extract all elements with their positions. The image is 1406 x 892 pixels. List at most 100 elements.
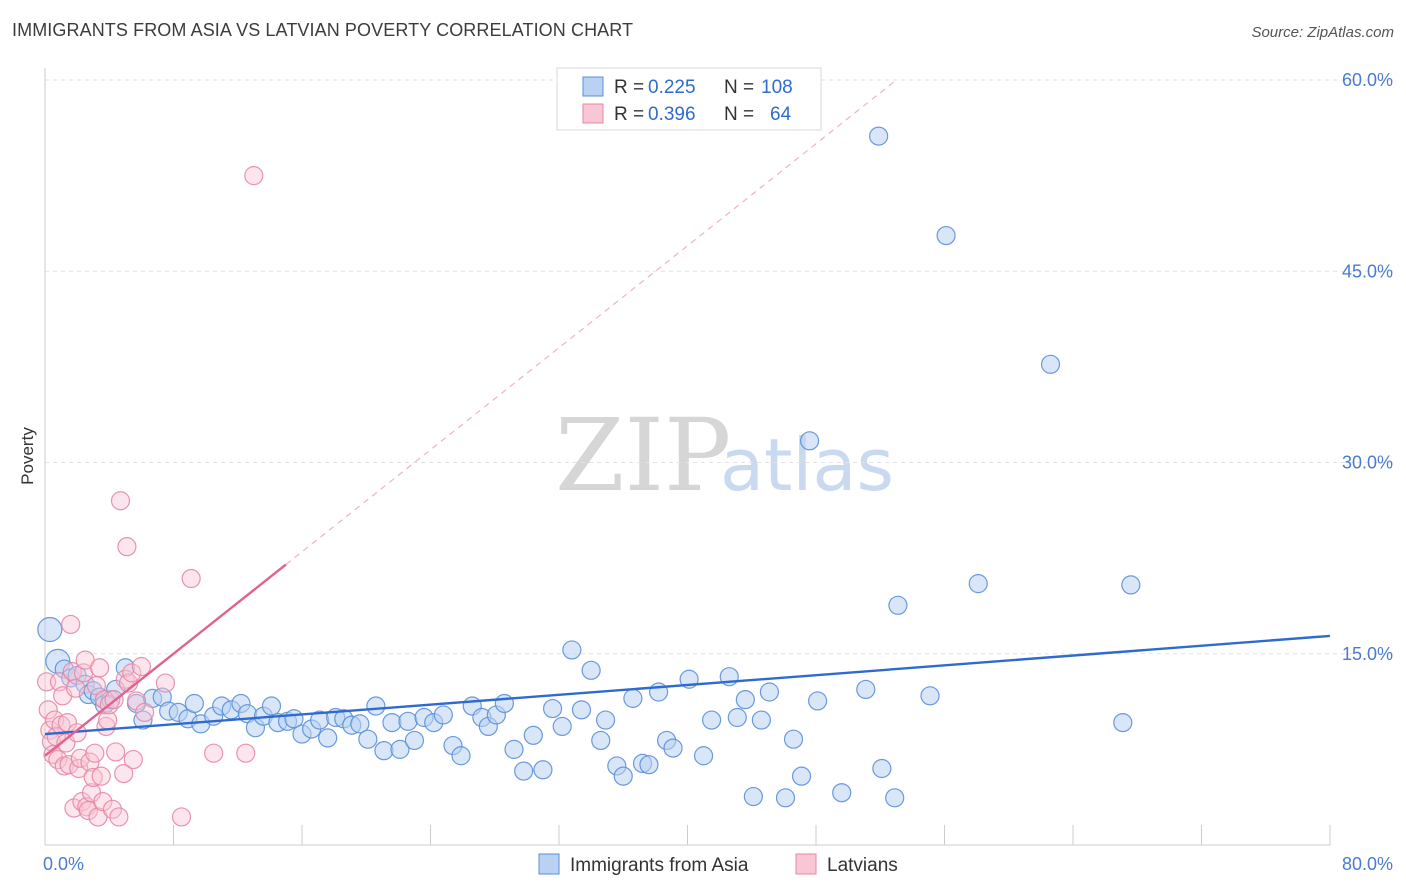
point-0-100 — [1040, 354, 1061, 374]
point-0-96 — [888, 595, 908, 615]
point-1-30 — [85, 743, 105, 763]
point-0-50 — [433, 705, 453, 725]
legend-n-label-asia: N = — [724, 77, 754, 98]
legend-n-label-latvians: N = — [724, 104, 754, 125]
axes — [44, 68, 1331, 846]
point-1-34 — [91, 766, 111, 786]
legend-swatch-asia — [582, 76, 604, 97]
point-1-29 — [83, 767, 103, 788]
point-0-83 — [743, 786, 763, 807]
point-0-79 — [701, 710, 722, 730]
point-1-59 — [244, 166, 264, 186]
point-1-55 — [171, 807, 192, 827]
watermark-zip: ZIP — [555, 397, 731, 514]
point-0-52 — [451, 746, 471, 766]
source-label: Source: ZipAtlas.com — [1251, 24, 1394, 41]
legend-swatch-latvians — [582, 103, 604, 124]
point-0-88 — [791, 766, 812, 786]
chart-title: IMMIGRANTS FROM ASIA VS LATVIAN POVERTY … — [12, 20, 634, 40]
point-0-0 — [37, 616, 63, 643]
point-1-50 — [123, 749, 143, 770]
point-1-47 — [117, 537, 137, 557]
trend-extension-1 — [285, 79, 897, 565]
watermark: ZIP atlas — [555, 397, 894, 514]
point-0-65 — [571, 700, 592, 720]
point-0-59 — [514, 761, 534, 781]
point-1-43 — [109, 807, 129, 827]
point-0-82 — [735, 690, 755, 710]
point-1-53 — [134, 702, 155, 723]
bottom-legend-label-latvians: Latvians — [827, 855, 898, 876]
point-1-52 — [131, 656, 151, 677]
point-0-63 — [552, 716, 572, 737]
point-0-70 — [613, 766, 633, 786]
point-1-49 — [122, 663, 142, 683]
point-0-46 — [398, 711, 418, 731]
point-1-45 — [114, 763, 134, 784]
series-layer — [37, 126, 1141, 827]
legend-r-label-latvians: R = — [614, 104, 644, 125]
point-0-45 — [390, 739, 410, 759]
bottom-legend-label-asia: Immigrants from Asia — [570, 855, 749, 876]
point-1-15 — [61, 614, 81, 635]
point-0-60 — [523, 725, 543, 745]
point-1-57 — [204, 743, 224, 763]
bottom-legend-swatch-latvians — [795, 853, 817, 875]
point-0-92 — [856, 679, 876, 700]
point-1-35 — [93, 792, 113, 812]
series-0 — [37, 126, 1141, 808]
point-0-78 — [693, 746, 714, 766]
point-1-33 — [90, 658, 110, 678]
point-0-94 — [872, 758, 892, 779]
point-0-93 — [869, 126, 889, 146]
point-0-81 — [727, 707, 747, 728]
point-0-47 — [404, 730, 425, 751]
point-0-42 — [366, 696, 386, 716]
legend-r-value-latvians: 0.396 — [648, 104, 696, 125]
point-0-40 — [350, 714, 370, 734]
point-0-64 — [562, 640, 582, 660]
y-tick-label-3: 60.0% — [1342, 70, 1393, 90]
legend-r-value-asia: 0.225 — [648, 77, 696, 98]
point-0-73 — [639, 755, 659, 775]
legend-n-value-latvians: 64 — [770, 104, 792, 125]
point-1-20 — [69, 758, 89, 779]
point-0-99 — [968, 574, 988, 594]
point-1-1 — [38, 700, 58, 720]
point-0-12 — [115, 658, 135, 678]
point-0-89 — [799, 431, 820, 451]
point-0-61 — [533, 760, 553, 780]
bottom-legend: Immigrants from Asia Latvians — [538, 853, 898, 876]
point-0-86 — [775, 788, 796, 808]
tick-labels: 15.0% 30.0% 45.0% 60.0% 0.0% 80.0% — [43, 70, 1393, 874]
point-1-40 — [102, 799, 123, 819]
point-0-85 — [759, 682, 780, 702]
gridlines — [45, 79, 1395, 655]
point-0-87 — [783, 729, 804, 749]
point-1-44 — [110, 491, 131, 511]
point-1-27 — [80, 752, 100, 772]
point-0-97 — [920, 686, 940, 706]
point-0-67 — [591, 730, 611, 751]
legend-box: R = 0.225 N = 108 R = 0.396 N = 64 — [556, 67, 822, 131]
y-axis-title: Poverty — [18, 427, 37, 485]
point-0-91 — [832, 783, 852, 803]
point-0-84 — [751, 710, 771, 730]
point-0-68 — [595, 710, 616, 730]
point-0-20 — [184, 693, 204, 714]
y-tick-label-1: 30.0% — [1342, 453, 1393, 473]
point-1-42 — [106, 742, 126, 762]
point-1-18 — [65, 678, 86, 698]
point-0-90 — [808, 691, 828, 711]
point-0-95 — [885, 788, 905, 808]
point-0-41 — [358, 729, 378, 749]
point-0-58 — [504, 739, 524, 759]
point-0-71 — [623, 688, 643, 708]
legend-n-value-asia: 108 — [761, 77, 793, 98]
point-0-36 — [318, 728, 338, 748]
point-0-29 — [261, 696, 282, 716]
point-0-62 — [542, 698, 563, 719]
point-0-76 — [663, 738, 683, 758]
series-1 — [37, 166, 264, 827]
